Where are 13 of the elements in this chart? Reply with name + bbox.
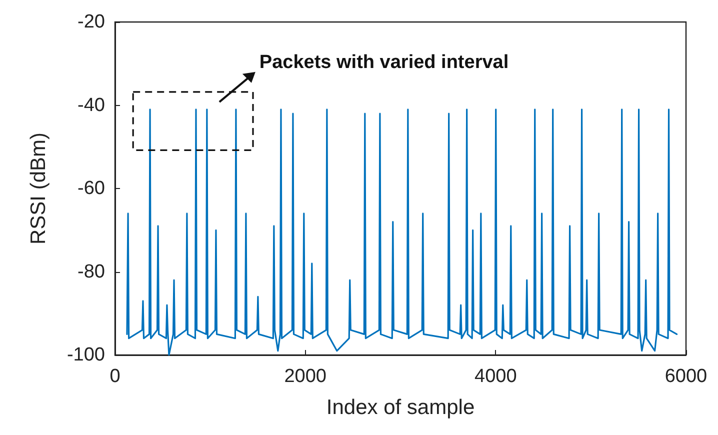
y-tick-label: -40: [78, 94, 105, 116]
y-axis-title: RSSI (dBm): [27, 132, 50, 245]
x-tick-label: 2000: [284, 366, 326, 387]
x-axis-title: Index of sample: [326, 396, 475, 419]
annotation: Packets with varied interval: [259, 52, 509, 74]
x-tick-label: 6000: [664, 366, 708, 387]
x-tick-label: 4000: [474, 366, 517, 387]
y-tick-label: -80: [78, 261, 105, 282]
y-tick-label: -60: [78, 178, 105, 199]
y-tick-label: -20: [78, 12, 105, 32]
x-tick-label: 0: [110, 366, 120, 387]
line-series: [126, 108, 678, 356]
y-tick-label: -100: [66, 344, 105, 366]
